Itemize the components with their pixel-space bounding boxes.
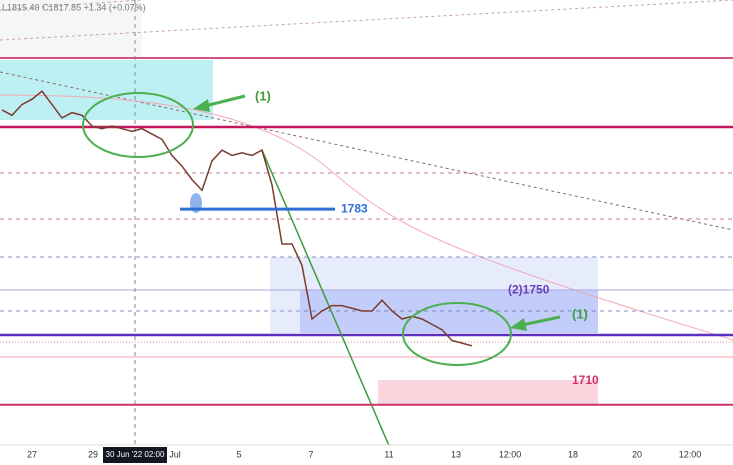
x-tick-label: 13	[451, 449, 461, 459]
annotation: (1)	[572, 306, 588, 321]
arrow-head	[510, 318, 527, 331]
zone-box	[0, 60, 213, 120]
x-tick-label: 12:00	[499, 449, 522, 459]
x-tick-label: 18	[568, 449, 578, 459]
x-tick-label: 20	[632, 449, 642, 459]
x-tick-label: 12:00	[679, 449, 702, 459]
moving-average	[0, 94, 733, 341]
plot	[1, 90, 473, 347]
price-line	[1, 90, 473, 347]
x-tick-label: 7	[308, 449, 313, 459]
crosshair-label-bg	[103, 447, 167, 463]
x-tick-label: 27	[27, 449, 37, 459]
arrow-head	[193, 99, 210, 112]
shade	[0, 0, 142, 58]
trend-line	[0, 71, 733, 231]
trend-line	[0, 0, 733, 41]
x-tick-label: Jul	[169, 449, 181, 459]
level-label: 1710	[572, 373, 599, 387]
zone-box	[300, 290, 598, 333]
zone-box	[378, 380, 598, 405]
annotation: (1)	[255, 88, 271, 103]
arrow	[204, 94, 246, 108]
ohlc-legend: L1815.40 C1817.85 +1.34 (+0.07%)	[2, 2, 146, 12]
time-axis	[0, 445, 733, 465]
level-label: 1783	[341, 201, 368, 215]
arrow	[521, 315, 561, 327]
trend-line	[261, 149, 391, 449]
x-tick-label: 29	[88, 449, 98, 459]
dashed-levels	[0, 172, 733, 343]
circle	[402, 302, 512, 366]
trend-line	[0, 0, 141, 11]
level-label: (2)1750	[508, 283, 550, 297]
x-tick-label: 5	[236, 449, 241, 459]
circle	[82, 92, 194, 158]
x-tick-label: 11	[384, 449, 393, 459]
x-tick-label: 30 Jun '22 02:00	[106, 450, 165, 459]
